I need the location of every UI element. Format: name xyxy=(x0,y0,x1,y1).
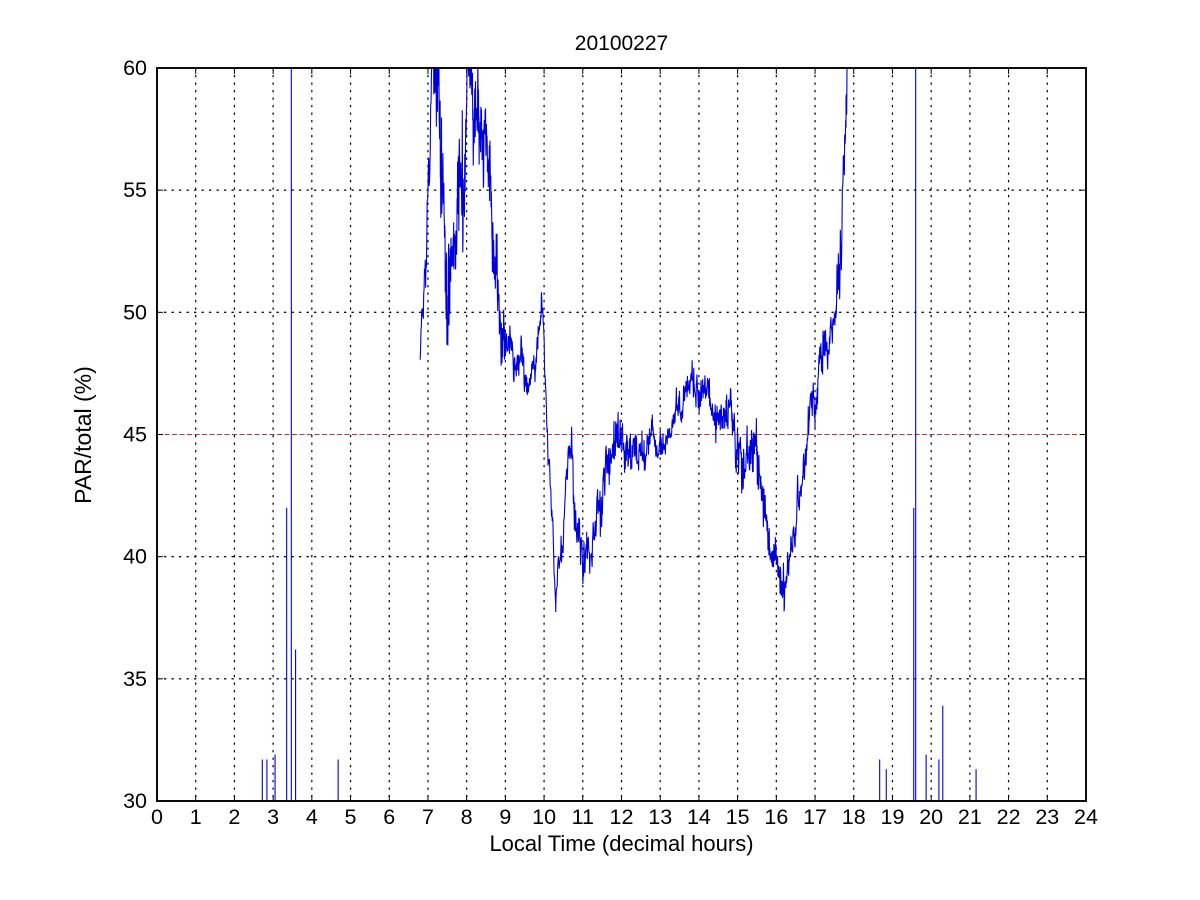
svg-text:3: 3 xyxy=(267,805,279,829)
svg-text:23: 23 xyxy=(1035,805,1059,829)
svg-text:13: 13 xyxy=(648,805,672,829)
svg-text:35: 35 xyxy=(123,667,147,691)
svg-text:45: 45 xyxy=(123,423,147,447)
svg-text:8: 8 xyxy=(461,805,473,829)
svg-text:17: 17 xyxy=(803,805,827,829)
svg-text:7: 7 xyxy=(422,805,434,829)
svg-text:2: 2 xyxy=(228,805,240,829)
svg-text:5: 5 xyxy=(345,805,357,829)
svg-text:9: 9 xyxy=(499,805,511,829)
svg-text:0: 0 xyxy=(151,805,163,829)
svg-text:12: 12 xyxy=(610,805,634,829)
svg-text:6: 6 xyxy=(383,805,395,829)
svg-text:1: 1 xyxy=(190,805,202,829)
svg-text:30: 30 xyxy=(123,789,147,813)
svg-text:20: 20 xyxy=(919,805,943,829)
svg-text:10: 10 xyxy=(532,805,556,829)
svg-text:14: 14 xyxy=(687,805,711,829)
svg-text:40: 40 xyxy=(123,545,147,569)
svg-text:50: 50 xyxy=(123,300,147,324)
svg-text:11: 11 xyxy=(572,805,594,829)
svg-text:21: 21 xyxy=(958,805,982,829)
svg-text:4: 4 xyxy=(306,805,318,829)
svg-text:18: 18 xyxy=(842,805,866,829)
svg-text:24: 24 xyxy=(1074,805,1098,829)
svg-text:55: 55 xyxy=(123,178,147,202)
svg-text:15: 15 xyxy=(726,805,750,829)
svg-text:60: 60 xyxy=(123,56,147,80)
svg-text:22: 22 xyxy=(997,805,1021,829)
svg-text:19: 19 xyxy=(880,805,904,829)
svg-text:16: 16 xyxy=(764,805,788,829)
